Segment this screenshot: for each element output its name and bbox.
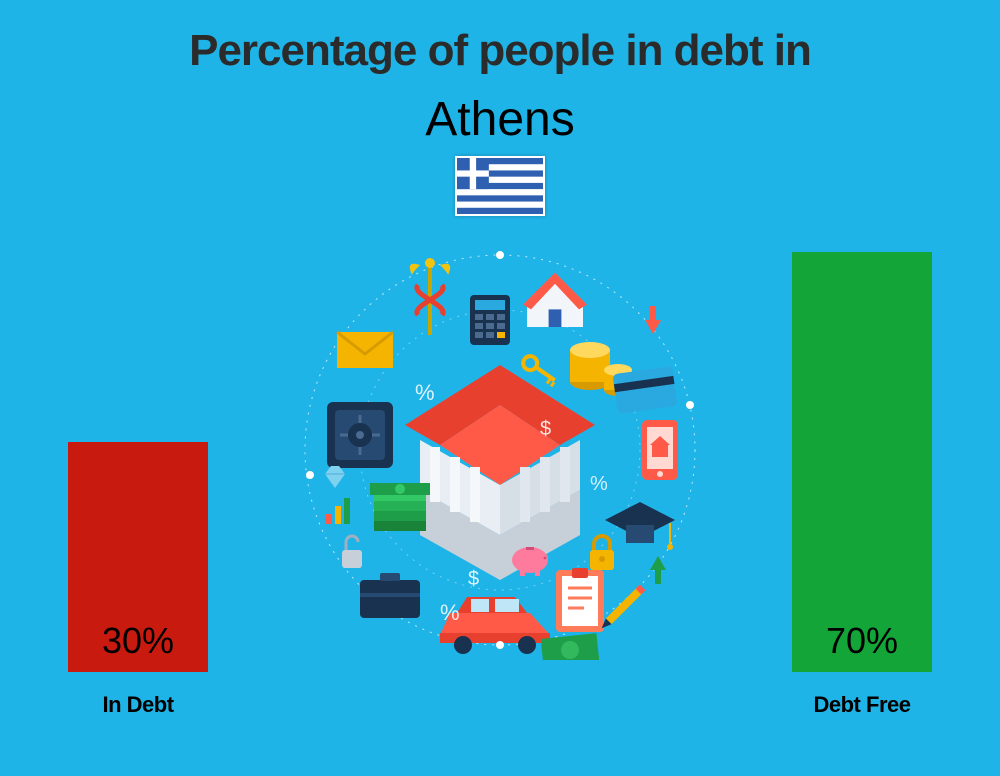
bar-in-debt-value: 30% bbox=[68, 620, 208, 662]
finance-illustration-icon: % % % $ $ bbox=[290, 240, 710, 660]
page-subtitle: Athens bbox=[0, 92, 1000, 147]
page-title: Percentage of people in debt in bbox=[0, 26, 1000, 76]
greece-flag-icon bbox=[455, 156, 545, 216]
svg-text:$: $ bbox=[468, 568, 479, 590]
bar-in-debt: 30% In Debt bbox=[68, 442, 208, 718]
bar-debt-free-value: 70% bbox=[792, 620, 932, 662]
svg-text:%: % bbox=[415, 380, 435, 405]
bar-debt-free-rect: 70% bbox=[792, 252, 932, 672]
svg-text:$: $ bbox=[540, 418, 551, 440]
svg-text:%: % bbox=[440, 600, 460, 625]
svg-text:%: % bbox=[590, 473, 608, 495]
bar-in-debt-label: In Debt bbox=[68, 692, 208, 718]
bar-debt-free: 70% Debt Free bbox=[792, 252, 932, 718]
bar-in-debt-rect: 30% bbox=[68, 442, 208, 672]
bar-debt-free-label: Debt Free bbox=[792, 692, 932, 718]
